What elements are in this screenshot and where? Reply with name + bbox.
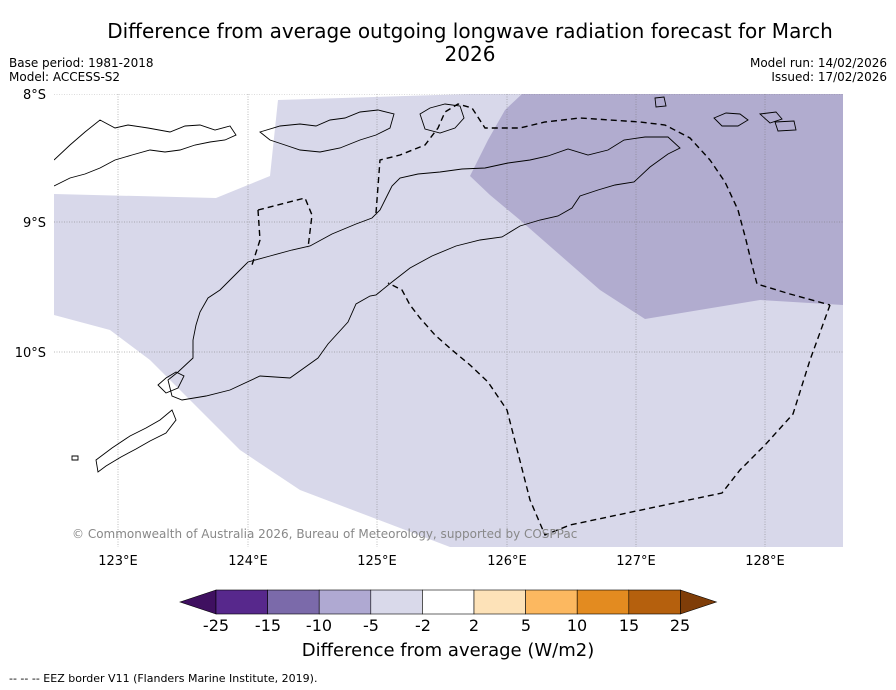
colorbar-tick: 2 [468,616,480,635]
colorbar-bin [370,589,423,615]
colorbar-bin [267,589,320,615]
eez-west-enclave [251,197,313,266]
colorbar-tick: -10 [305,616,333,635]
colorbar-extension-low [179,589,217,615]
wetar-coastline [419,103,465,134]
small-island-2 [713,112,749,127]
colorbar-bin [215,589,268,615]
lon-label-126e: 126°E [487,554,527,569]
lat-label-9s: 9°S [23,216,46,231]
colorbar-bin [576,589,630,615]
lat-label-10s: 10°S [15,346,46,361]
colorbar-bin [628,589,681,615]
eez-footnote: -- -- -- EEZ border V11 (Flanders Marine… [9,672,318,685]
eez-borders [251,103,831,536]
alor-coastline [259,109,395,153]
eez-south [387,282,831,536]
colorbar-bin [318,589,372,615]
colorbar-extension-high [680,589,718,615]
colorbar-tick: -2 [415,616,431,635]
gridlines [54,94,843,547]
sumba-coastline [95,409,177,473]
colorbar-tick: 15 [618,616,640,635]
lon-label-123e: 123°E [98,554,138,569]
colorbar-tick: -5 [363,616,379,635]
colorbar-tick: -15 [254,616,282,635]
colorbar-bin [525,589,578,615]
coastlines [54,96,797,473]
lat-labels: 8°S 9°S 10°S [15,88,46,361]
flores-coastline [54,119,237,187]
small-island-3 [758,111,783,124]
colorbar-title: Difference from average (W/m2) [301,640,595,661]
colorbar-tick: 25 [669,616,691,635]
small-island-1 [654,96,667,108]
model-name: Model: ACCESS-S2 [9,70,121,84]
colorbar-tick: -25 [202,616,230,635]
lon-label-127e: 127°E [616,554,656,569]
meta-right: Model run: 14/02/2026 Issued: 17/02/2026 [750,56,887,84]
small-island-4 [774,120,797,132]
model-run: Model run: 14/02/2026 [749,56,887,70]
lon-labels: 123°E 124°E 125°E 126°E 127°E 128°E [98,554,785,569]
map-area [54,94,843,547]
issued-date: Issued: 17/02/2026 [771,70,887,84]
meta-left: Base period: 1981-2018 Model: ACCESS-S2 [9,56,154,84]
map-title: Difference from average outgoing longwav… [107,19,833,66]
colorbar-bin [422,589,475,615]
tiny-islet [71,455,79,461]
base-period: Base period: 1981-2018 [9,56,154,70]
copyright-notice: © Commonwealth of Australia 2026, Bureau… [72,527,578,541]
rote-coastline [157,371,185,394]
timor-coastline [167,136,681,401]
colorbar-bin [473,589,526,615]
eez-north [375,103,831,306]
lat-label-8s: 8°S [23,88,46,103]
lon-label-124e: 124°E [228,554,268,569]
lon-label-128e: 128°E [745,554,785,569]
colorbar-tick: 10 [566,616,588,635]
colorbar-tick: 5 [520,616,532,635]
lon-label-125e: 125°E [357,554,397,569]
colorbar [179,589,718,615]
